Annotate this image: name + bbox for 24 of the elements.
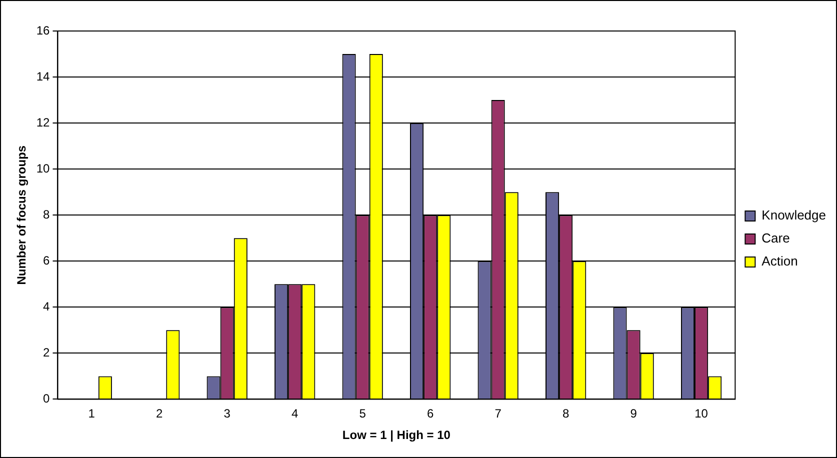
x-tick-label: 3 [224,406,231,421]
y-tick-label: 8 [43,207,50,222]
y-tick-label: 0 [43,392,50,406]
y-tick-label: 10 [36,161,50,176]
legend-label: Care [762,230,790,246]
y-axis-title: Number of focus groups [14,145,29,285]
x-tick-label: 10 [694,406,708,421]
y-tick-label: 16 [36,23,50,38]
x-tick-label: 4 [292,406,299,421]
y-tick-label: 14 [36,69,50,84]
x-tick-label: 1 [88,406,96,421]
x-tick-label: 8 [562,406,570,421]
legend-label: Action [762,254,798,269]
y-tick-label: 6 [43,253,50,268]
x-tick-label: 2 [156,406,164,421]
x-tick-label: 7 [494,406,502,421]
y-tick-label: 4 [43,299,50,314]
y-tick-label: 12 [36,115,50,130]
x-tick-label: 5 [359,406,366,421]
x-tick-label: 9 [630,406,638,421]
x-axis-title: Low = 1 | High = 10 [342,428,451,442]
y-tick-label: 2 [43,345,50,360]
legend-label: Knowledge [762,208,826,223]
x-tick-label: 6 [426,406,434,421]
